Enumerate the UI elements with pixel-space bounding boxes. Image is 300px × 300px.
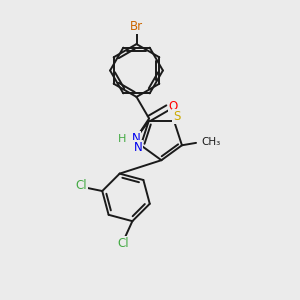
Text: N: N [131,132,140,146]
Text: Br: Br [130,20,143,34]
Text: Cl: Cl [75,179,87,192]
Text: CH₃: CH₃ [201,137,220,147]
Text: S: S [173,110,180,123]
Text: H: H [118,134,126,144]
Text: O: O [169,100,178,113]
Text: N: N [134,141,142,154]
Text: Cl: Cl [118,237,129,250]
